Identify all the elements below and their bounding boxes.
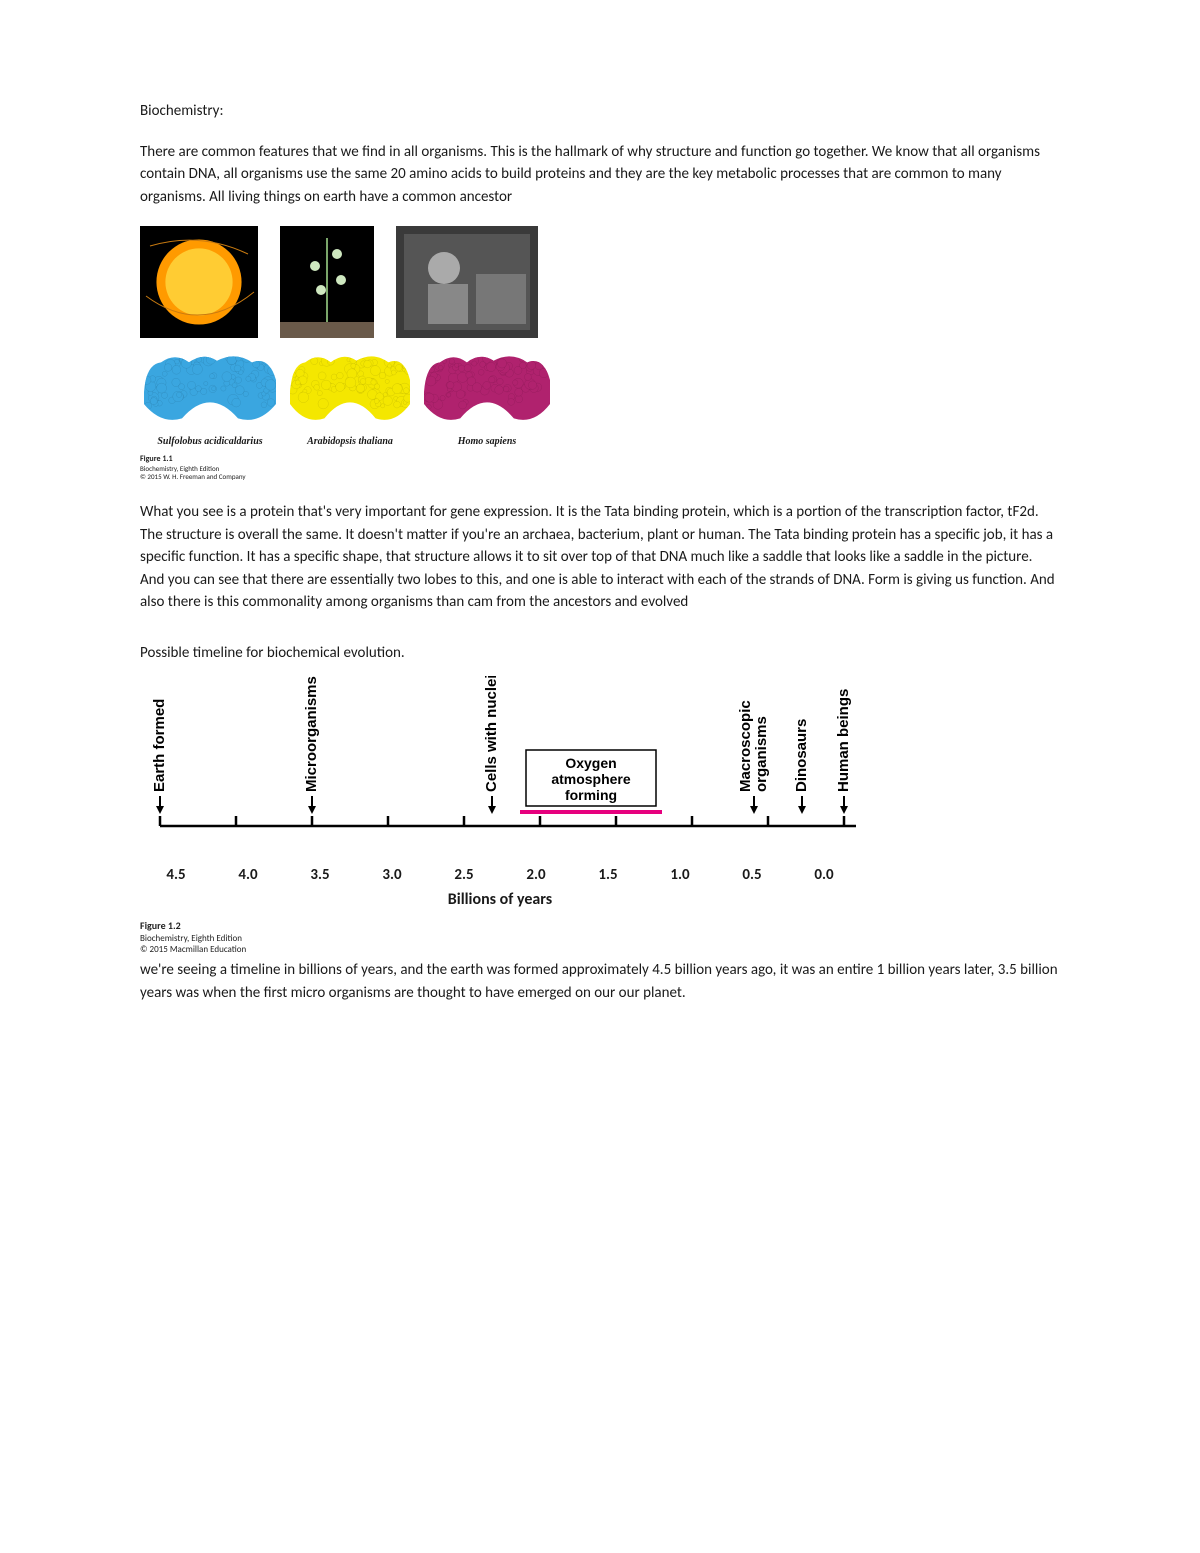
timeline-caption-line: Figure 1.2 [140,920,1060,933]
protein-structure-1 [286,348,414,428]
protein-label-0: Sulfolobus acidicaldarius [140,434,280,449]
protein-label-1: Arabidopsis thaliana [286,434,414,449]
closing-paragraph: we're seeing a timeline in billions of y… [140,959,1060,1004]
oxygen-box-text: atmosphere [551,771,631,787]
timeline-heading: Possible timeline for biochemical evolut… [140,642,1060,665]
figure1-caption-line: Biochemistry, Eighth Edition [140,465,1060,473]
tick-label: 2.0 [500,864,572,887]
tick-label: 3.0 [356,864,428,887]
organism-photo-0 [140,226,258,338]
protein-structure-0 [140,348,280,428]
tick-label: 1.0 [644,864,716,887]
timeline-event-label: Microorganisms [303,677,320,793]
oxygen-box-text: Oxygen [565,755,616,771]
protein-structure-2 [420,348,554,428]
oxygen-box-text: forming [565,787,617,803]
timeline-event-label: Macroscopicorganisms [737,701,770,793]
tick-label: 2.5 [428,864,500,887]
timeline-event-label: Dinosaurs [793,719,810,792]
figure1-caption-line: Figure 1.1 [140,455,1060,465]
timeline-event-label: Earth formed [151,699,168,792]
timeline-caption-line: Biochemistry, Eighth Edition [140,933,1060,944]
tick-label: 0.5 [716,864,788,887]
organism-photo-1 [280,226,374,338]
figure-timeline: Oxygenatmosphereforming Earth formed Micro… [140,676,1060,955]
protein-label-2: Homo sapiens [420,434,554,449]
intro-paragraph: There are common features that we find i… [140,141,1060,209]
protein-paragraph: What you see is a protein that's very im… [140,501,1060,614]
tick-label: 1.5 [572,864,644,887]
organism-photo-2 [396,226,538,338]
timeline-event-label: Cells with nuclei [483,676,500,792]
tick-label: 4.0 [212,864,284,887]
tick-label: 3.5 [284,864,356,887]
axis-title: Billions of years [140,888,860,912]
section-title: Biochemistry: [140,100,1060,123]
timeline-caption-line: © 2015 Macmillan Education [140,944,1060,955]
timeline-event-label: Human beings [835,689,852,792]
tick-label: 0.0 [788,864,860,887]
figure-protein-comparison: Sulfolobus acidicaldarius Arabidopsis tha… [140,226,1060,481]
tick-label: 4.5 [140,864,212,887]
figure1-caption-line: © 2015 W. H. Freeman and Company [140,473,1060,481]
